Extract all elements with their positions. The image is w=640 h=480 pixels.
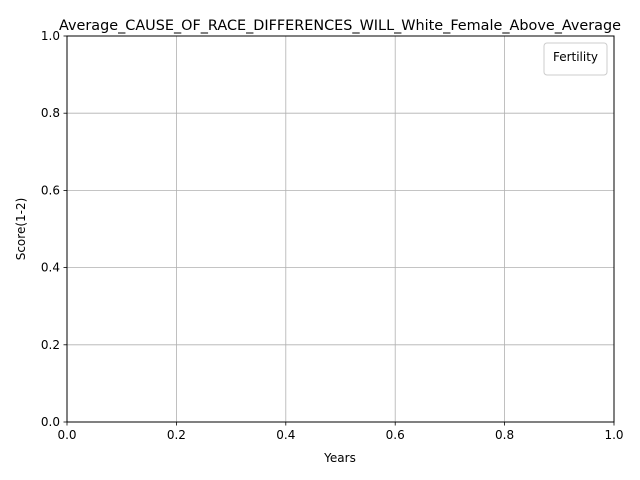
y-tick-label: 0.6 [41, 183, 60, 197]
legend-box [543, 42, 608, 76]
y-tick-label: 0.2 [41, 338, 60, 352]
x-tick-label: 0.6 [386, 428, 405, 442]
x-tick-label: 0.8 [495, 428, 514, 442]
plot-area-frame [66, 35, 615, 423]
x-tick-label: 0.0 [57, 428, 76, 442]
x-axis-label: Years [323, 451, 356, 465]
grid-lines [66, 35, 615, 423]
y-axis-label: Score(1-2) [14, 198, 28, 261]
x-tick-label: 0.4 [276, 428, 295, 442]
chart-title: Average_CAUSE_OF_RACE_DIFFERENCES_WILL_W… [59, 18, 621, 34]
legend: Fertility [543, 42, 608, 76]
legend-title: Fertility [553, 50, 598, 64]
x-tick-label: 0.2 [167, 428, 186, 442]
x-axis: 0.0 0.2 0.4 0.6 0.8 1.0 [57, 422, 624, 442]
y-axis: 0.0 0.2 0.4 0.6 0.8 1.0 [41, 29, 67, 429]
y-tick-label: 0.4 [41, 261, 60, 275]
x-tick-label: 1.0 [604, 428, 623, 442]
y-tick-label: 0.0 [41, 415, 60, 429]
y-tick-label: 0.8 [41, 106, 60, 120]
y-tick-label: 1.0 [41, 29, 60, 43]
